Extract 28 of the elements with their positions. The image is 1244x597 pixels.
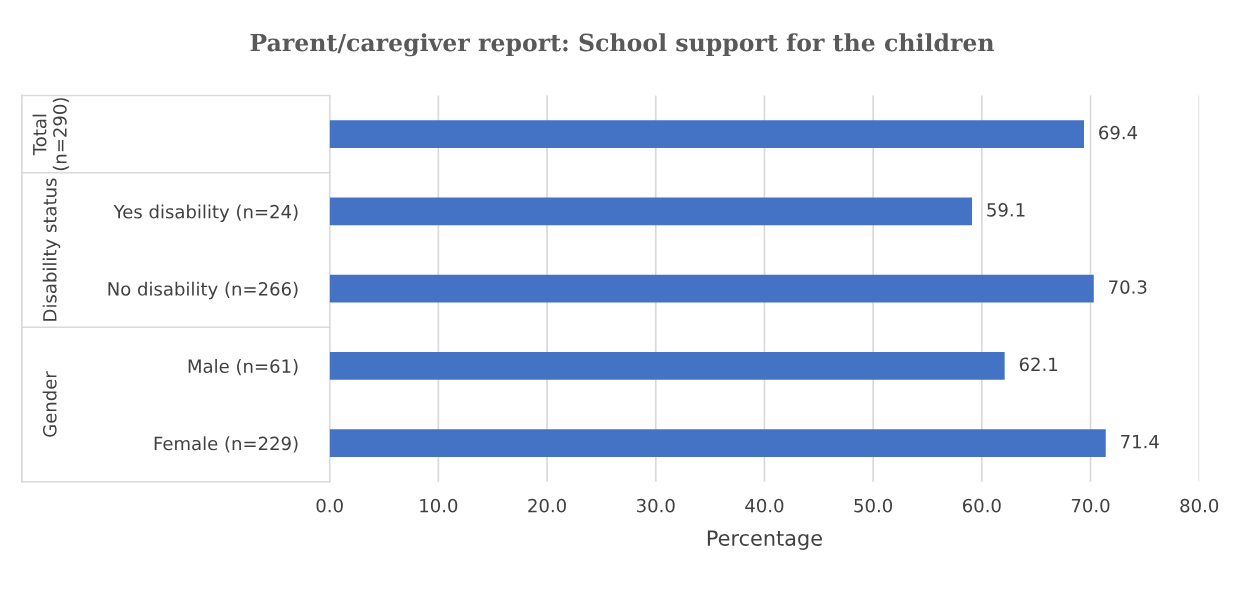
data-label: 69.4 [1099,125,1138,140]
y-tick-label: Male (n=61) [188,359,298,376]
data-label: 71.4 [1121,434,1159,449]
x-tick-label: 60.0 [962,498,1001,513]
x-tick-label: 0.0 [316,498,343,513]
bar [329,429,1106,458]
x-tick-label: 30.0 [637,498,675,513]
x-tick-label: 70.0 [1071,498,1110,513]
data-label: 59.1 [987,202,1025,217]
data-label: 62.1 [1019,357,1058,372]
y-tick-label: No disability (n=266) [108,281,298,300]
x-tick-label: 80.0 [1180,498,1219,513]
bar [329,274,1094,303]
data-label: 70.3 [1109,280,1147,294]
y-tick-label: Yes disability (n=24) [113,204,298,223]
x-tick-label: 10.0 [420,498,458,513]
x-axis-title: Percentage [707,530,822,550]
x-tick-label: 20.0 [528,498,566,513]
text: Disability status [42,178,61,321]
text: Total (n=290) [32,98,69,171]
y-tick-label: Female (n=229) [154,436,298,453]
x-tick-label: 50.0 [854,498,893,513]
bar [329,197,973,226]
bar [329,352,1005,380]
bar [329,120,1084,149]
chart-title: Parent/caregiver report: School support for the children [250,33,995,57]
x-tick-label: 40.0 [745,498,784,513]
text: Gender [42,371,57,437]
